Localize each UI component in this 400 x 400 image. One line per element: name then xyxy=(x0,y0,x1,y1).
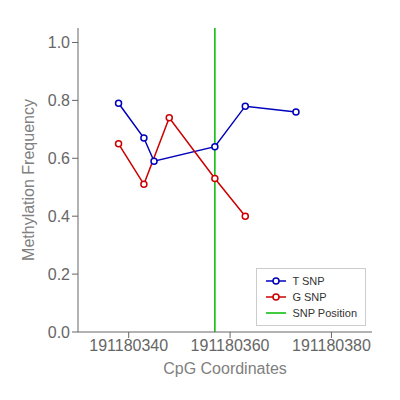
svg-text:191180380: 191180380 xyxy=(292,337,371,354)
svg-text:0.0: 0.0 xyxy=(48,324,70,341)
html-text:G SNP: G SNP xyxy=(292,291,327,303)
svg-text:1.0: 1.0 xyxy=(48,34,70,51)
svg-text:0.2: 0.2 xyxy=(48,266,70,283)
svg-text:0.8: 0.8 xyxy=(48,92,70,109)
html-text:SNP Position: SNP Position xyxy=(292,307,357,319)
svg-text:CpG Coordinates: CpG Coordinates xyxy=(163,360,287,377)
svg-text:0.4: 0.4 xyxy=(48,208,70,225)
html-text:T SNP: T SNP xyxy=(292,275,325,287)
svg-text:191180360: 191180360 xyxy=(191,337,270,354)
svg-text:0.6: 0.6 xyxy=(48,150,70,167)
svg-text:191180340: 191180340 xyxy=(89,337,168,354)
svg-text:Methylation Frequency: Methylation Frequency xyxy=(20,99,37,261)
